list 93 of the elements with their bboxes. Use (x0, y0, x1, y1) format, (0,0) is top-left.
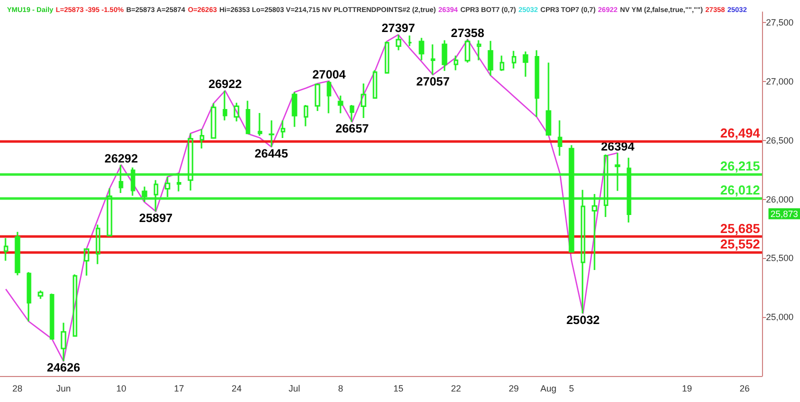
candlestick (408, 34, 412, 47)
ref-line-label: 26,215 (720, 158, 760, 174)
y-tick-label: 27,000 (766, 76, 794, 86)
candlestick (626, 156, 632, 224)
candlestick (96, 224, 100, 265)
candlestick (500, 54, 504, 72)
x-tick-label: 10 (116, 384, 126, 394)
candlestick (14, 231, 20, 276)
candlestick (568, 144, 574, 252)
x-tick-label: Jun (56, 384, 71, 394)
y-tick-label: 25,500 (766, 253, 794, 264)
candlestick (430, 44, 436, 76)
candlestick (546, 62, 552, 136)
candlestick (4, 237, 8, 262)
y-tick-label: 27,500 (766, 18, 794, 28)
ref-line-label: 25,552 (720, 236, 760, 252)
data-label: 25032 (566, 312, 600, 327)
candlestick (72, 274, 78, 338)
candlestick (200, 128, 204, 150)
candlestick (26, 271, 32, 322)
candlestick (280, 120, 286, 139)
data-label: 26445 (254, 146, 288, 160)
candlestick (338, 94, 344, 114)
candlestick (512, 50, 516, 70)
x-tick-label: 15 (393, 384, 404, 394)
y-tick-label: 25,000 (766, 312, 794, 322)
candlestick (222, 90, 228, 122)
candlestick (314, 82, 320, 112)
candlestick (50, 292, 54, 340)
candlestick (454, 54, 458, 72)
text: 25,873 (770, 208, 798, 219)
x-tick-label: 22 (451, 384, 462, 394)
x-tick-label: 19 (682, 384, 692, 394)
data-label: 26292 (104, 151, 138, 166)
candlestick (154, 179, 158, 212)
candlestick (604, 154, 608, 218)
x-tick-label: 24 (232, 384, 242, 394)
candlestick (258, 112, 262, 136)
candlestick (326, 80, 332, 114)
ref-line-label: 26,494 (720, 126, 761, 141)
candlestick (60, 322, 66, 362)
candlestick (304, 104, 308, 128)
y-tick-label: 26,500 (766, 135, 794, 146)
candlestick (360, 82, 366, 119)
candlestick (246, 100, 250, 134)
x-tick-label: 5 (568, 384, 574, 394)
candlestick (464, 38, 470, 64)
candlestick (350, 104, 354, 123)
x-tick-label: 28 (12, 384, 22, 394)
candlestick (38, 290, 44, 300)
candlestick (142, 186, 148, 203)
ref-line-label: 25,685 (720, 220, 760, 236)
candlestick (558, 120, 562, 156)
data-label: 25897 (139, 210, 173, 225)
data-label: 26922 (208, 77, 242, 92)
candlestick (534, 50, 540, 118)
candlestick (130, 166, 136, 197)
candlestick (176, 172, 182, 192)
x-tick-label: Aug (540, 384, 556, 394)
data-label: 26394 (600, 139, 635, 154)
candlestick (292, 91, 298, 128)
data-label: 26657 (335, 121, 370, 136)
candlestick (418, 37, 424, 62)
candlestick (188, 132, 194, 192)
y-tick-label: 26,000 (766, 194, 794, 204)
candlestick (164, 176, 170, 198)
candlestick (234, 102, 240, 122)
candlestick (522, 50, 528, 78)
candlestick (592, 193, 598, 271)
candlestick (384, 40, 390, 74)
ref-line-label: 26,012 (720, 182, 760, 198)
candlestick (372, 70, 378, 99)
candlestick (210, 102, 216, 139)
candlestick (488, 40, 494, 76)
data-label: 27358 (450, 26, 485, 40)
candlestick (476, 40, 482, 62)
candlestick (442, 40, 448, 72)
candlestick (268, 120, 274, 148)
x-tick-label: 26 (740, 384, 750, 394)
x-tick-label: 29 (508, 384, 519, 394)
x-tick-label: 17 (174, 384, 184, 394)
x-tick-label: Jul (288, 384, 300, 394)
candlestick (396, 34, 402, 52)
candlestick (118, 164, 124, 194)
candlestick (614, 152, 620, 192)
data-label: 27004 (312, 68, 346, 82)
candlestick (580, 189, 586, 314)
data-label: 24626 (46, 360, 81, 375)
candlestick (106, 187, 112, 236)
candlestick (84, 248, 90, 276)
data-label: 27397 (382, 21, 416, 36)
x-tick-label: 8 (338, 384, 344, 394)
data-label: 27057 (416, 74, 450, 88)
